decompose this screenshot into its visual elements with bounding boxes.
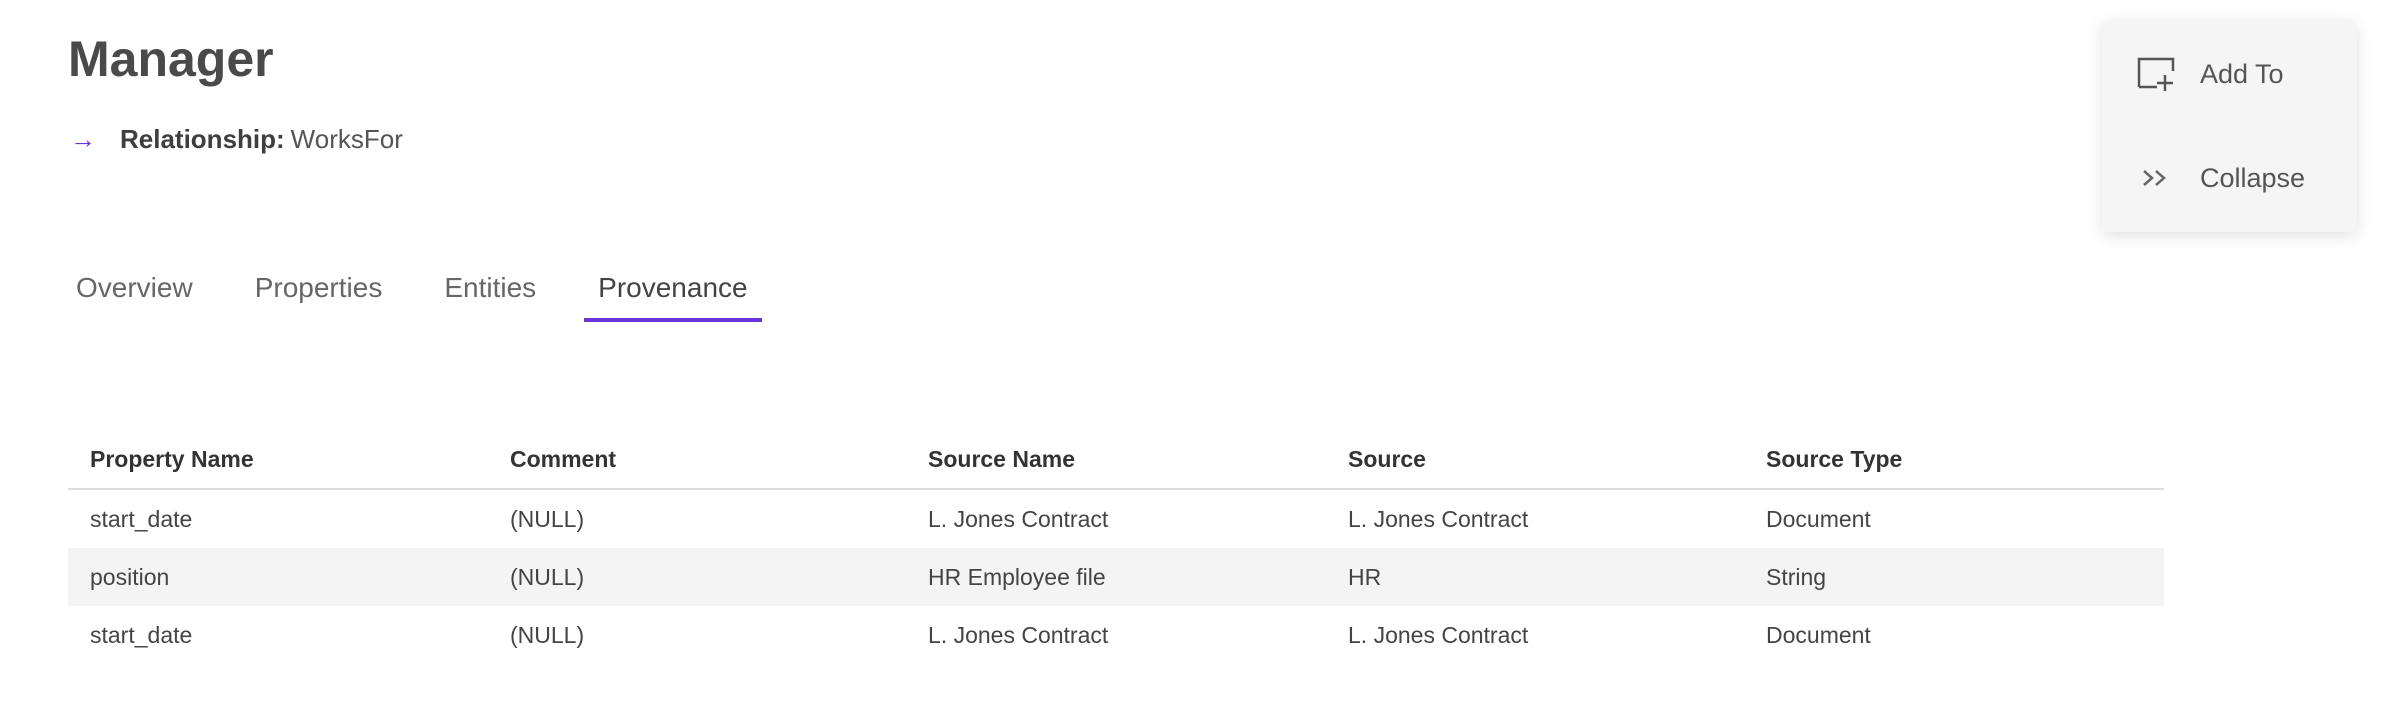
cell-source: L. Jones Contract xyxy=(1348,505,1529,532)
cell-source: L. Jones Contract xyxy=(1348,621,1529,648)
cell-source-name: L. Jones Contract xyxy=(928,505,1109,532)
arrow-right-icon: → xyxy=(70,124,96,154)
tab-bar: Overview Properties Entities Provenance xyxy=(62,272,796,322)
cell-source-name: L. Jones Contract xyxy=(928,621,1109,648)
add-to-label: Add To xyxy=(2200,58,2284,89)
cell-comment: (NULL) xyxy=(510,505,585,532)
collapse-label: Collapse xyxy=(2200,162,2306,193)
table-header-row: Property Name Comment Source Name Source… xyxy=(68,430,2164,490)
collapse-button[interactable]: Collapse xyxy=(2136,160,2305,196)
cell-source-type: Document xyxy=(1766,621,1871,648)
page-title: Manager xyxy=(68,31,274,87)
cell-property-name: start_date xyxy=(90,505,193,532)
column-header-source[interactable]: Source xyxy=(1326,430,1744,490)
tab-provenance[interactable]: Provenance xyxy=(584,272,763,322)
double-chevron-right-icon xyxy=(2136,160,2176,196)
cell-comment: (NULL) xyxy=(510,621,585,648)
cell-property-name: position xyxy=(68,548,488,606)
table-row[interactable]: start_date (NULL) L. Jones Contract L. J… xyxy=(68,606,2164,664)
cell-source-type: String xyxy=(1744,548,2164,606)
tab-overview[interactable]: Overview xyxy=(76,272,193,303)
column-header-source-name[interactable]: Source Name xyxy=(906,430,1326,490)
cell-comment: (NULL) xyxy=(488,548,906,606)
cell-source-type: Document xyxy=(1766,505,1871,532)
column-header-property-name[interactable]: Property Name xyxy=(68,430,488,490)
table-row[interactable]: position (NULL) HR Employee file HR Stri… xyxy=(68,548,2164,606)
actions-panel: Add To Collapse xyxy=(2102,20,2357,232)
relationship-line: → Relationship: WorksFor xyxy=(70,124,403,155)
column-header-source-type[interactable]: Source Type xyxy=(1744,430,2164,490)
provenance-table: Property Name Comment Source Name Source… xyxy=(68,430,2164,664)
add-to-box-icon xyxy=(2136,56,2176,92)
table-row[interactable]: start_date (NULL) L. Jones Contract L. J… xyxy=(68,489,2164,548)
relationship-value: WorksFor xyxy=(290,124,403,154)
cell-property-name: start_date xyxy=(90,621,193,648)
column-header-comment[interactable]: Comment xyxy=(488,430,906,490)
add-to-button[interactable]: Add To xyxy=(2136,56,2284,92)
tab-entities[interactable]: Entities xyxy=(444,272,537,303)
tab-properties[interactable]: Properties xyxy=(254,272,383,303)
cell-source: HR xyxy=(1326,548,1744,606)
relationship-label: Relationship: xyxy=(120,124,285,154)
cell-source-name: HR Employee file xyxy=(906,548,1326,606)
